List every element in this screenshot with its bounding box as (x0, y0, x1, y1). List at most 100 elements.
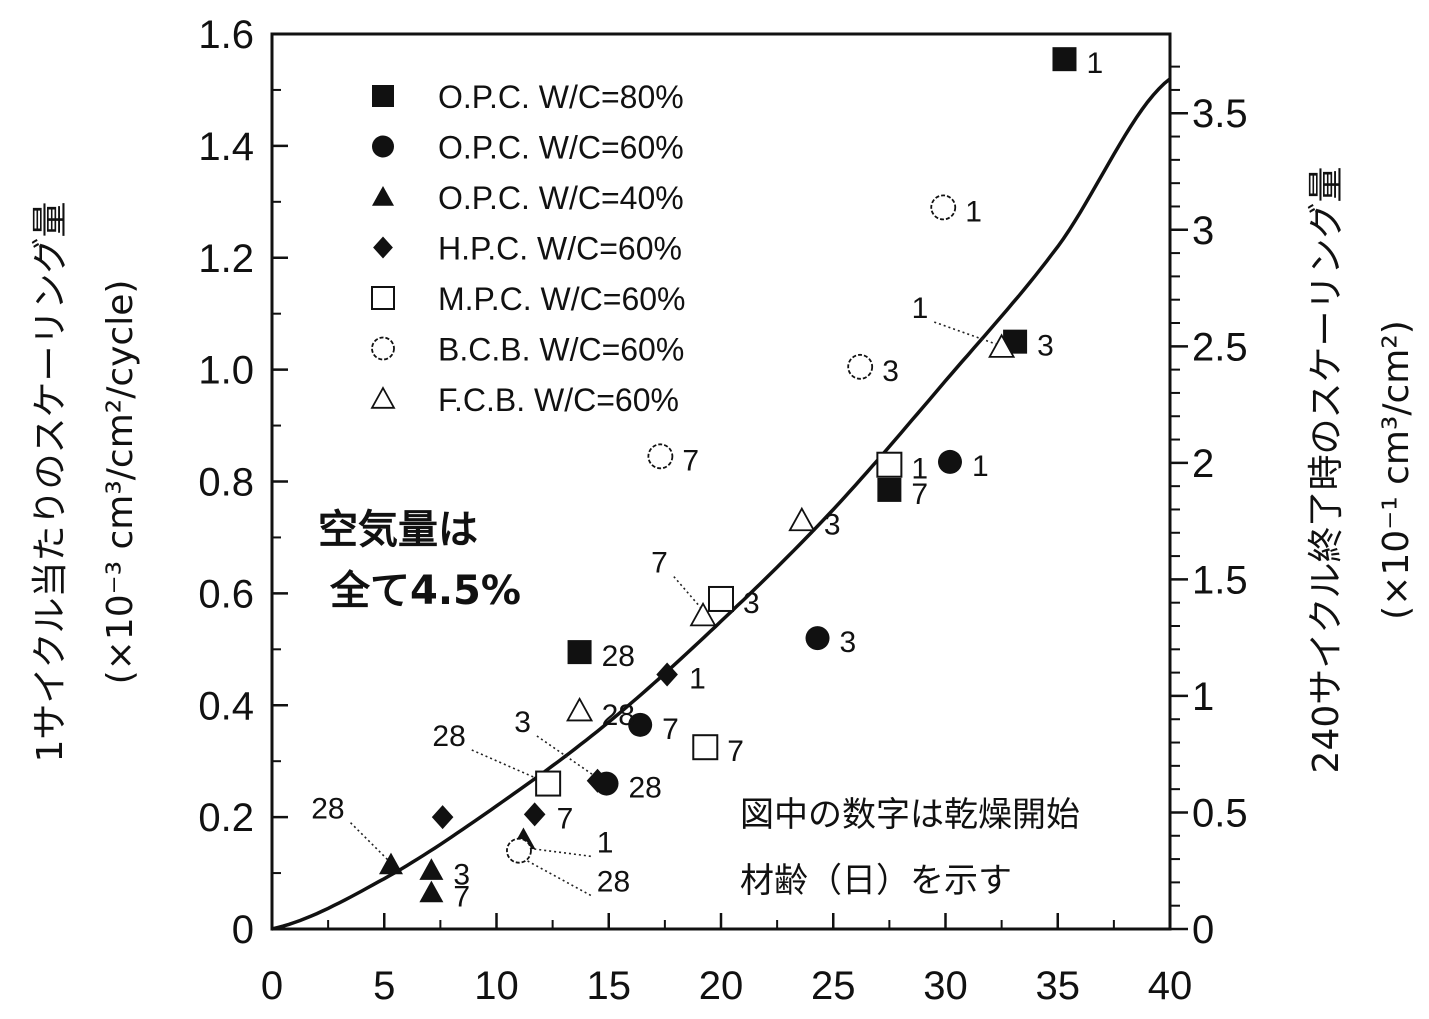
legend-marker-square-filled (372, 85, 394, 107)
data-point-diamond-filled (523, 802, 546, 827)
fit-curve (271, 77, 1172, 931)
callout-label: 1 (597, 826, 614, 859)
legend-marker-diamond-filled (373, 236, 393, 259)
point-label: 1 (689, 662, 706, 695)
callout-leader (673, 576, 706, 614)
point-label: 3 (882, 355, 899, 388)
point-label: 3 (453, 858, 470, 891)
legend-marker-circle-filled (372, 135, 394, 158)
y2-tick-label: 1 (1192, 675, 1214, 719)
y2-tick-label: 3 (1192, 209, 1214, 253)
data-point-triangle-open (988, 333, 1016, 358)
point-label: 28 (602, 699, 635, 732)
air-note-line1: 空気量は (318, 507, 478, 553)
y-tick-label: 0.6 (198, 572, 254, 616)
y2-tick-label: 2 (1192, 442, 1214, 486)
point-label: 3 (1037, 330, 1054, 363)
point-label: 1 (965, 195, 982, 228)
air-note-line2: 全て4.5% (329, 568, 521, 614)
legend-marker-circle-open (371, 336, 395, 361)
callout-label: 7 (651, 547, 668, 580)
y-tick-label: 0 (232, 908, 254, 952)
point-label: 28 (602, 640, 635, 673)
x-tick-label: 15 (587, 964, 632, 1008)
x-tick-label: 10 (474, 964, 519, 1008)
callout-leader (471, 749, 547, 784)
data-point-square-filled (877, 477, 902, 502)
data-point-square-open (692, 734, 719, 761)
data-point-triangle-filled (378, 852, 403, 875)
y2-tick-label: 0.5 (1192, 791, 1248, 835)
callout-label: 28 (597, 865, 630, 898)
point-label: 7 (557, 802, 574, 835)
point-label: 1 (972, 450, 989, 483)
data-point-diamond-filled (656, 662, 678, 687)
point-label: 1 (1086, 47, 1103, 80)
legend-entry: O.P.C. W/C=40% (438, 180, 684, 216)
y2-axis-title: 240サイクル終了時のスケーリング量 (1306, 167, 1347, 774)
point-label: 28 (629, 772, 662, 805)
data-point-square-filled (1052, 47, 1077, 72)
y-axis-unit: (×10⁻³ cm³/cm²/cycle) (100, 280, 141, 685)
data-point-circle-open (930, 194, 957, 221)
data-point-triangle-open (689, 601, 717, 627)
y2-tick-label: 0 (1192, 908, 1214, 952)
point-label: 3 (824, 509, 841, 542)
callout-label: 1 (912, 292, 929, 325)
callout-label: 3 (514, 706, 531, 739)
y-tick-label: 0.2 (198, 796, 254, 840)
data-point-triangle-open (566, 696, 594, 722)
point-label: 7 (911, 478, 928, 511)
x-tick-label: 25 (811, 964, 856, 1008)
data-point-circle-open (506, 837, 532, 864)
label-note-line2: 材齢（日）を示す (740, 861, 1012, 901)
callout-label: 28 (432, 720, 465, 753)
y-tick-label: 1.2 (198, 237, 254, 281)
y-tick-label: 0.4 (198, 684, 254, 728)
data-point-triangle-filled (419, 880, 444, 903)
y-axis-title: 1サイクル当たりのスケーリング量 (30, 201, 71, 762)
data-point-square-open (708, 585, 734, 612)
callout-leader (350, 822, 392, 864)
y2-tick-label: 2.5 (1192, 325, 1248, 369)
y2-axis-unit: (×10⁻¹ cm³/cm²) (1376, 320, 1417, 620)
data-point-circle-filled (937, 449, 962, 474)
data-point-square-filled (567, 640, 592, 665)
point-label: 7 (453, 881, 470, 914)
legend-marker-triangle-open (370, 386, 396, 409)
legend-entry: B.C.B. W/C=60% (438, 332, 684, 368)
legend-entry: O.P.C. W/C=60% (438, 130, 684, 166)
y-tick-label: 1.6 (198, 13, 254, 57)
data-point-square-open (535, 770, 562, 797)
x-tick-label: 20 (699, 964, 744, 1008)
point-label: 1 (911, 453, 928, 486)
point-label: 7 (662, 713, 679, 746)
point-label: 7 (682, 444, 699, 477)
x-tick-label: 40 (1148, 964, 1193, 1008)
callout-leader (525, 847, 591, 858)
x-tick-label: 35 (1036, 964, 1081, 1008)
callout-leader (934, 321, 998, 346)
x-tick-label: 30 (923, 964, 968, 1008)
legend: O.P.C. W/C=80% O.P.C. W/C=60% O.P.C. W/C=4… (370, 79, 685, 418)
legend-entry: M.P.C. W/C=60% (438, 281, 685, 317)
data-point-diamond-filled (586, 768, 609, 793)
x-tick-label: 0 (261, 964, 283, 1008)
data-point-circle-open (647, 443, 674, 470)
legend-entry: F.C.B. W/C=60% (438, 382, 679, 418)
legend-entry: H.P.C. W/C=60% (438, 231, 682, 267)
y-tick-label: 1.0 (198, 349, 254, 393)
callout-label: 28 (311, 793, 344, 826)
y-tick-label: 1.4 (198, 125, 254, 169)
data-point-triangle-filled (419, 858, 444, 880)
data-point-square-open (876, 451, 903, 478)
data-point-circle-filled (805, 626, 830, 651)
legend-entry: O.P.C. W/C=80% (438, 79, 684, 115)
point-label: 3 (840, 626, 857, 659)
point-label: 7 (727, 735, 744, 768)
callout-leader (536, 735, 598, 779)
data-point-circle-filled (628, 712, 653, 737)
legend-marker-triangle-filled (372, 186, 394, 206)
y2-tick-label: 3.5 (1192, 92, 1248, 136)
